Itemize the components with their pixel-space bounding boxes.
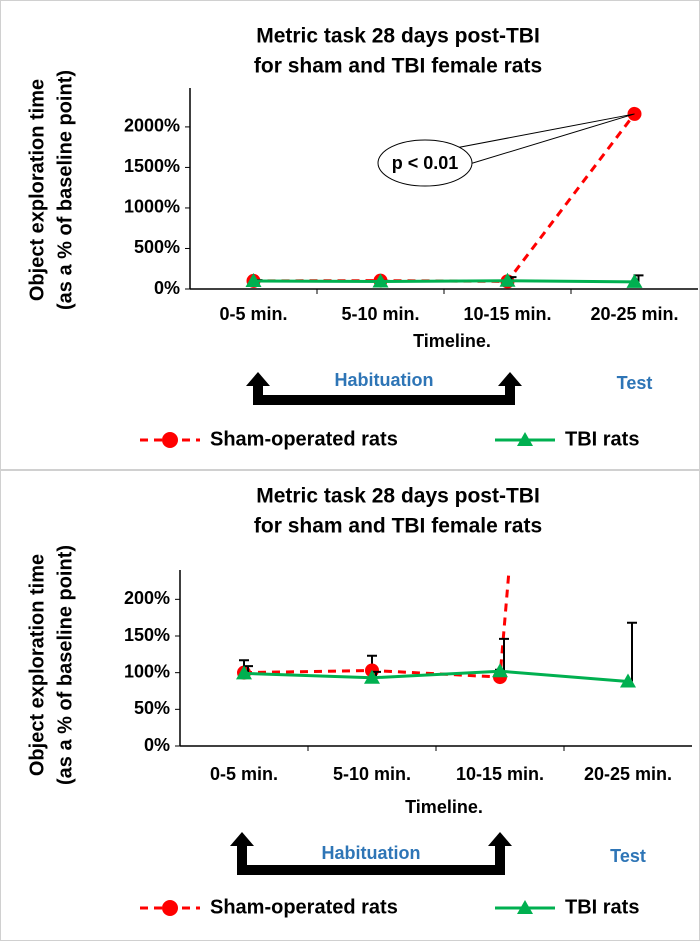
bracket — [253, 395, 515, 405]
legend-label: TBI rats — [565, 896, 639, 918]
point — [492, 663, 508, 678]
point — [364, 669, 380, 684]
x-tick-label: 20-25 min. — [584, 764, 672, 784]
legend-label: Sham-operated rats — [210, 896, 398, 918]
bracket — [237, 865, 505, 875]
callout — [444, 113, 635, 167]
arrow — [498, 372, 522, 405]
annotation-bubble — [377, 139, 473, 187]
phase-label: Test — [610, 846, 646, 866]
plot-area — [236, 570, 637, 688]
arrow — [230, 832, 254, 875]
arrow — [246, 372, 270, 405]
point — [372, 273, 389, 288]
chart-panel: Metric task 28 days post-TBI for sham and… — [0, 0, 700, 470]
y-axis-title: Object exploration time — [26, 79, 48, 301]
point — [620, 673, 636, 688]
chart-title: Metric task 28 days post-TBI — [256, 25, 540, 48]
error-bar — [499, 637, 509, 672]
chart-title: for sham and TBI female rats — [254, 515, 542, 538]
y-axis-title: (as a % of baseline point) — [54, 545, 76, 785]
x-axis-title: Timeline. — [405, 797, 483, 817]
point — [626, 273, 643, 288]
series-line — [253, 279, 635, 284]
x-tick-label: 5-10 min. — [341, 304, 419, 324]
series-line — [253, 113, 636, 283]
point — [236, 665, 252, 680]
x-tick-label: 20-25 min. — [590, 304, 678, 324]
phase-label: Habituation — [322, 843, 421, 863]
y-tick-label: 1000% — [124, 197, 180, 217]
x-tick-label: 0-5 min. — [219, 304, 287, 324]
x-tick-label: 10-15 min. — [463, 304, 551, 324]
y-tick-label: 200% — [124, 588, 170, 608]
x-tick-label: 0-5 min. — [210, 764, 278, 784]
y-tick-label: 100% — [124, 661, 170, 681]
x-tick-label: 10-15 min. — [456, 764, 544, 784]
error-bar — [627, 621, 637, 682]
arrow — [488, 832, 512, 875]
phase-label: Habituation — [335, 370, 434, 390]
y-axis-title: (as a % of baseline point) — [54, 70, 76, 310]
y-tick-label: 2000% — [124, 116, 180, 136]
chart-title: for sham and TBI female rats — [254, 55, 542, 78]
legend-marker — [517, 900, 533, 914]
y-axis-title: Object exploration time — [26, 554, 48, 776]
y-tick-label: 500% — [134, 237, 180, 257]
y-tick-label: 1500% — [124, 156, 180, 176]
point — [245, 272, 262, 287]
y-tick-label: 0% — [154, 278, 180, 298]
legend-marker — [162, 432, 178, 448]
y-tick-label: 0% — [144, 735, 170, 755]
point — [499, 272, 516, 287]
annotation: p < 0.01 — [392, 153, 459, 173]
x-tick-label: 5-10 min. — [333, 764, 411, 784]
x-axis-title: Timeline. — [413, 331, 491, 351]
y-tick-label: 150% — [124, 625, 170, 645]
chart-title: Metric task 28 days post-TBI — [256, 485, 540, 508]
y-tick-label: 50% — [134, 698, 170, 718]
phase-label: Test — [617, 373, 653, 393]
legend-marker — [162, 900, 178, 916]
legend-marker — [517, 432, 533, 446]
chart-panel: Metric task 28 days post-TBI for sham and… — [0, 470, 700, 941]
series-line — [243, 669, 629, 683]
legend-label: Sham-operated rats — [210, 428, 398, 450]
legend-label: TBI rats — [565, 428, 639, 450]
